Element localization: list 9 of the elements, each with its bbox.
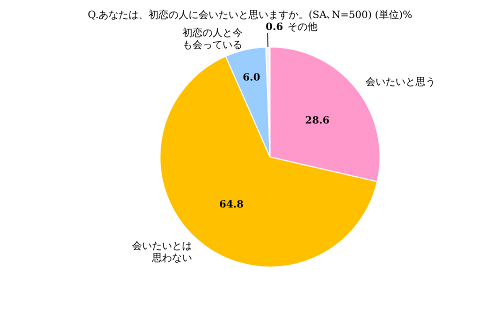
data-label: 0.6 — [266, 22, 284, 34]
slice-label: 会いたいとは思わない — [132, 240, 192, 264]
data-label: 6.0 — [242, 72, 260, 84]
chart-title: Q.あなたは、初恋の人に会いたいと思いますか。(SA､N=500) (単位)% — [88, 9, 412, 21]
slice-label: 会いたいと思う — [365, 76, 436, 88]
data-label: 64.8 — [219, 200, 244, 211]
data-label: 28.6 — [305, 115, 330, 126]
slice-label: 初恋の人と今も会っている — [182, 27, 243, 52]
slice-label: その他 — [288, 21, 318, 34]
